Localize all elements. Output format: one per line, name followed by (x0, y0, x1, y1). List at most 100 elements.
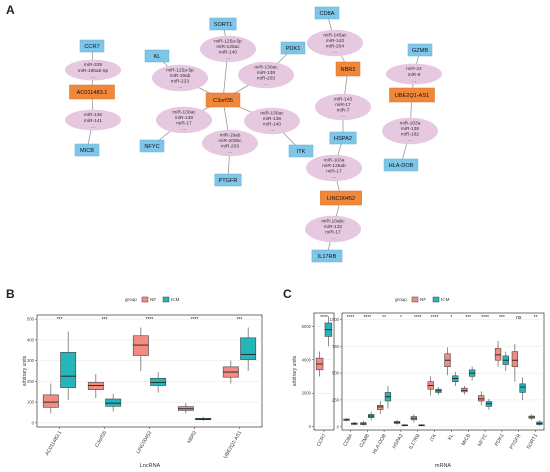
mirna-label: miR-138 (401, 126, 419, 132)
mirna-label: ... (182, 127, 186, 132)
mirna-label: ... (408, 138, 412, 143)
node-gzmb: GZMB (407, 43, 433, 57)
lncrna-label: UBE2Q1-AS1 (395, 93, 430, 99)
mirna-label: miR-125a-5p (214, 38, 242, 44)
mrna-label: CCR7 (84, 44, 99, 50)
chart-b-significance: *** (102, 317, 108, 323)
mrna-label: SORT1 (214, 22, 233, 28)
mirna-label: miR-17 (325, 230, 341, 236)
node-il17rb: IL17RB (311, 249, 343, 263)
mirna-label: ... (333, 50, 337, 55)
mirna-label: miR-204 (326, 44, 344, 50)
mirna-label: miR-140 (219, 50, 237, 56)
chart-c-right-xtick-label: SORT1 (526, 433, 540, 451)
mirna-label: ... (264, 82, 268, 87)
mirna-ellipse (306, 154, 362, 182)
mirna-label: miR-17 (326, 169, 342, 175)
mirna-ellipse (200, 35, 256, 63)
chart-b-xtick-label: LINC00452 (135, 430, 153, 455)
mirna-ellipse (65, 109, 121, 131)
chart-c-right-frame (341, 312, 545, 431)
mrna-label: PTGFR (219, 178, 238, 184)
mirna-label: miR-339 (84, 62, 102, 68)
chart-c-right-significance: * (450, 315, 452, 321)
mrna-label: MICB (80, 148, 94, 154)
chart-b-ytick-label: 0 (32, 420, 35, 425)
panel-label-c: C (283, 287, 292, 301)
mirna-label: miR-223 (171, 79, 189, 85)
mirna-ellipse (152, 64, 208, 92)
chart-b-ytick-label: 100 (27, 400, 35, 405)
chart-c-right-xtick-label: PDK1 (494, 433, 506, 448)
chart-b: group NF ICM 0 100 200 300 400 500 *** AC011483.1 *… (22, 296, 263, 469)
node-linc00452: LINC00452 (320, 190, 362, 206)
chart-c-right-significance: ns (516, 315, 522, 321)
chart-c-left-ytick-label: 4000 (302, 357, 312, 362)
chart-c-right-box-nf (377, 405, 384, 410)
chart-c-left-ytick-label: 0 (309, 424, 312, 429)
chart-c-left-xtick-label: CCR7 (316, 433, 328, 448)
mirna-label: miR-19ab (220, 132, 241, 138)
mirna-ellipse (305, 215, 361, 243)
chart-b-legend-swatch (141, 296, 149, 303)
chart-c-right-significance: **** (414, 315, 422, 321)
mirna-label: miR-138 (257, 70, 275, 76)
chart-b-box-nf (132, 335, 149, 356)
chart-b-xtick-label: UBE2Q1-AS1 (223, 430, 244, 460)
mirna-label: miR-24 (406, 66, 422, 72)
mrna-box (74, 143, 100, 157)
mirna-label: miR-143 (334, 96, 352, 102)
chart-b-ylabel: arbitrary units (22, 355, 28, 386)
node-m13: miR-103amiR-135abmiR-17... (306, 154, 362, 182)
mirna-label: ... (412, 78, 416, 83)
mirna-label: miR-132 (324, 224, 342, 230)
chart-c-right-xtick-label: GZMB (359, 432, 372, 448)
lncrna-box (69, 84, 115, 100)
chart-b-xtick-label: NBR2 (186, 430, 198, 445)
chart-c-right-significance: **** (363, 315, 371, 321)
mrna-box (407, 43, 433, 57)
chart-c-legend-label: NF (420, 297, 426, 302)
chart-c-right-significance: *** (465, 315, 471, 321)
mirna-label: ... (341, 114, 345, 119)
mrna-box (214, 173, 242, 187)
chart-c-right-significance: **** (481, 315, 489, 321)
mrna-label: IL17RB (318, 254, 337, 260)
node-m7: miR-136miR-141... (65, 109, 121, 131)
chart-c-legend-title: group (395, 297, 407, 302)
mirna-label: miR-136 (84, 112, 102, 118)
node-ptgfr: PTGFR (214, 173, 242, 187)
node-cd8a: CD8A (314, 6, 340, 20)
chart-c-right-xtick-label: IL17RB (408, 432, 422, 450)
mirna-label: miR-130ac (216, 44, 240, 50)
chart-c-right-ytick-label: 250 (332, 397, 340, 402)
chart-c-right-box-nf (494, 348, 502, 361)
chart-c-right-box-nf (478, 395, 485, 402)
mirna-label: miR-19ab (170, 73, 191, 79)
mrna-box (79, 39, 105, 53)
mrna-box (280, 41, 306, 55)
chart-c-right-xtick-label: CD8A (342, 432, 354, 447)
chart-b-legend-label: ICM (171, 297, 180, 302)
mirna-ellipse (386, 63, 442, 85)
mrna-label: NFYC (144, 144, 159, 150)
node-micb: MICB (74, 143, 100, 157)
node-pdk1: PDK1 (280, 41, 306, 55)
mirna-label: ... (270, 128, 274, 133)
chart-c-right-significance: ** (534, 315, 538, 321)
node-kl: KL (144, 49, 170, 63)
mirna-label: miR-17 (176, 121, 192, 127)
chart-c-right-ytick-label: 1000 (330, 317, 340, 322)
lncrna-label: AC011483.1 (77, 90, 108, 96)
chart-c-right-xtick-label: MICB (461, 432, 473, 446)
mirna-ellipse (65, 59, 121, 81)
lncrna-box (320, 190, 362, 206)
mirna-label: miR-8 (408, 72, 421, 78)
mirna-label: ... (178, 85, 182, 90)
lncrna-label: NBR2 (341, 67, 356, 73)
mrna-box (144, 49, 170, 63)
mrna-label: CD8A (320, 11, 335, 17)
chart-c-right-box-nf (511, 351, 519, 367)
chart-c-right-xtick-label: KL (447, 433, 455, 441)
chart-c-right-xtick-label: HLA-DOB (372, 432, 389, 455)
